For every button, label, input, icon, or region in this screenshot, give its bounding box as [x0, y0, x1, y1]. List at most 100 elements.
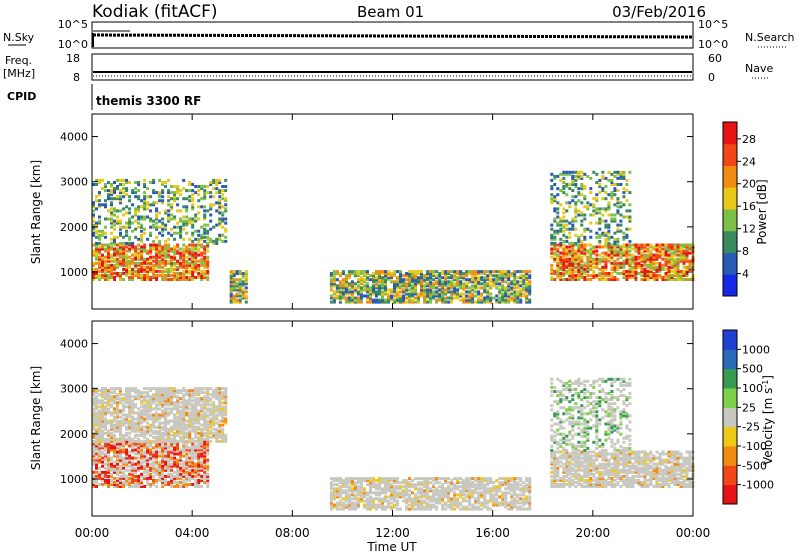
data-cell [381, 272, 384, 276]
data-cell [450, 296, 454, 300]
data-cell [179, 439, 183, 443]
data-cell [604, 176, 608, 180]
data-cell [359, 288, 363, 292]
data-cell [438, 292, 442, 296]
data-cell [628, 243, 632, 247]
data-cell [492, 270, 496, 274]
data-cell [110, 478, 113, 482]
data-cell [574, 255, 578, 259]
data-cell [158, 255, 162, 259]
data-cell [583, 247, 587, 251]
data-cell [173, 442, 177, 446]
data-cell [152, 203, 156, 207]
data-cell [329, 507, 333, 511]
data-cell [197, 439, 201, 443]
data-cell [625, 274, 629, 277]
data-cell [200, 433, 204, 437]
data-cell [134, 269, 138, 273]
data-cell [128, 485, 132, 488]
data-cell [396, 270, 399, 274]
data-cell [167, 433, 171, 437]
data-cell [191, 444, 195, 448]
data-cell [113, 460, 116, 464]
data-cell [429, 288, 433, 292]
data-cell [110, 421, 113, 425]
data-cell [149, 425, 153, 429]
data-cell [194, 456, 198, 460]
data-cell [218, 237, 222, 241]
data-cell [116, 478, 119, 482]
data-cell [149, 276, 153, 279]
data-cell [98, 178, 101, 182]
data-cell [167, 429, 171, 433]
data-cell [197, 468, 201, 472]
data-cell [131, 259, 135, 263]
data-cell [191, 245, 195, 249]
data-cell [595, 231, 599, 235]
data-cell [625, 257, 629, 261]
data-cell [197, 478, 201, 482]
data-cell [113, 415, 116, 419]
data-cell [562, 170, 566, 174]
data-cell [164, 243, 168, 247]
data-cell [206, 231, 210, 235]
data-cell [125, 263, 129, 267]
data-cell [450, 270, 454, 274]
data-cell [161, 269, 165, 273]
data-cell [122, 444, 126, 448]
data-cell [206, 229, 210, 233]
data-cell [232, 298, 236, 302]
data-cell [173, 446, 177, 450]
data-cell [607, 255, 611, 259]
data-cell [592, 274, 596, 277]
data-cell [353, 505, 357, 509]
data-cell [682, 249, 686, 253]
data-cell [580, 257, 584, 261]
data-cell [164, 439, 168, 443]
data-cell [359, 483, 363, 487]
data-cell [176, 427, 180, 431]
data-cell [107, 263, 110, 267]
data-cell [95, 435, 98, 439]
data-cell [155, 481, 159, 484]
data-cell [191, 261, 195, 265]
data-cell [640, 243, 644, 247]
data-cell [471, 276, 475, 280]
data-cell [456, 270, 460, 274]
data-cell [613, 239, 617, 243]
data-cell [387, 298, 390, 302]
data-cell [197, 419, 201, 423]
data-cell [179, 235, 183, 239]
data-cell [387, 501, 390, 505]
data-cell [550, 197, 554, 201]
data-cell [170, 427, 174, 431]
data-cell [137, 419, 141, 423]
data-cell [110, 231, 113, 235]
data-cell [244, 294, 248, 298]
data-cell [426, 485, 430, 489]
data-cell [176, 276, 180, 279]
data-cell [125, 261, 129, 265]
data-cell [335, 294, 339, 298]
data-cell [565, 219, 569, 223]
data-cell [628, 239, 632, 243]
data-cell [559, 265, 563, 269]
data-cell [363, 278, 366, 282]
data-cell [179, 421, 183, 425]
data-cell [565, 239, 569, 243]
data-cell [149, 251, 153, 255]
data-cell [676, 247, 680, 251]
data-cell [125, 397, 129, 401]
data-cell [610, 219, 614, 223]
data-cell [137, 257, 141, 261]
data-cell [173, 199, 177, 203]
data-cell [577, 172, 581, 176]
data-cell [483, 290, 487, 294]
data-cell [221, 387, 225, 391]
data-cell [501, 292, 505, 296]
data-cell [363, 274, 366, 278]
data-cell [170, 452, 174, 456]
data-cell [197, 464, 201, 468]
data-cell [224, 207, 228, 211]
data-cell [429, 503, 433, 507]
